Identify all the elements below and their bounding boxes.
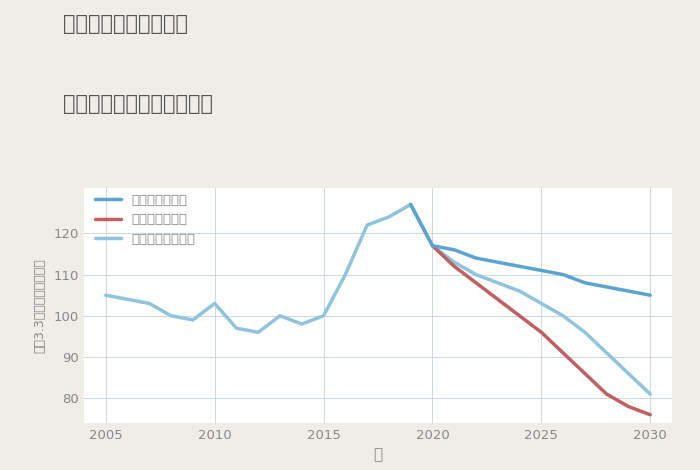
バッドシナリオ (537, 329, 545, 335)
グッドシナリオ (494, 259, 502, 265)
Text: 愛知県稲沢市東緑町の: 愛知県稲沢市東緑町の (63, 14, 188, 34)
ノーマルシナリオ (581, 329, 589, 335)
ノーマルシナリオ (646, 392, 654, 397)
ノーマルシナリオ (189, 317, 197, 323)
ノーマルシナリオ (102, 292, 110, 298)
Line: ノーマルシナリオ: ノーマルシナリオ (106, 204, 650, 394)
グッドシナリオ (624, 288, 633, 294)
グッドシナリオ (428, 243, 437, 249)
ノーマルシナリオ (254, 329, 262, 335)
ノーマルシナリオ (428, 243, 437, 249)
ノーマルシナリオ (145, 301, 153, 306)
バッドシナリオ (494, 297, 502, 302)
ノーマルシナリオ (232, 325, 241, 331)
ノーマルシナリオ (298, 321, 306, 327)
バッドシナリオ (559, 350, 567, 356)
ノーマルシナリオ (494, 280, 502, 286)
Legend: グッドシナリオ, バッドシナリオ, ノーマルシナリオ: グッドシナリオ, バッドシナリオ, ノーマルシナリオ (90, 190, 199, 250)
バッドシナリオ (581, 371, 589, 376)
バッドシナリオ (603, 392, 611, 397)
ノーマルシナリオ (624, 371, 633, 376)
ノーマルシナリオ (472, 272, 480, 277)
バッドシナリオ (624, 404, 633, 409)
ノーマルシナリオ (123, 297, 132, 302)
ノーマルシナリオ (407, 202, 415, 207)
ノーマルシナリオ (211, 301, 219, 306)
バッドシナリオ (428, 243, 437, 249)
ノーマルシナリオ (319, 313, 328, 319)
Y-axis label: 平（3.3㎡）単価（万円）: 平（3.3㎡）単価（万円） (33, 258, 46, 353)
ノーマルシナリオ (276, 313, 284, 319)
ノーマルシナリオ (341, 272, 349, 277)
バッドシナリオ (646, 412, 654, 417)
X-axis label: 年: 年 (373, 447, 383, 462)
ノーマルシナリオ (559, 313, 567, 319)
ノーマルシナリオ (363, 222, 371, 228)
ノーマルシナリオ (385, 214, 393, 219)
グッドシナリオ (515, 264, 524, 269)
ノーマルシナリオ (450, 259, 459, 265)
Text: 中古マンションの価格推移: 中古マンションの価格推移 (63, 94, 213, 114)
グッドシナリオ (537, 267, 545, 273)
Line: バッドシナリオ: バッドシナリオ (433, 246, 650, 415)
グッドシナリオ (472, 255, 480, 261)
グッドシナリオ (450, 247, 459, 253)
グッドシナリオ (603, 284, 611, 290)
グッドシナリオ (581, 280, 589, 286)
バッドシナリオ (515, 313, 524, 319)
Line: グッドシナリオ: グッドシナリオ (411, 204, 650, 295)
バッドシナリオ (472, 280, 480, 286)
グッドシナリオ (407, 202, 415, 207)
グッドシナリオ (646, 292, 654, 298)
バッドシナリオ (450, 264, 459, 269)
ノーマルシナリオ (603, 350, 611, 356)
グッドシナリオ (559, 272, 567, 277)
ノーマルシナリオ (515, 288, 524, 294)
ノーマルシナリオ (537, 301, 545, 306)
ノーマルシナリオ (167, 313, 175, 319)
